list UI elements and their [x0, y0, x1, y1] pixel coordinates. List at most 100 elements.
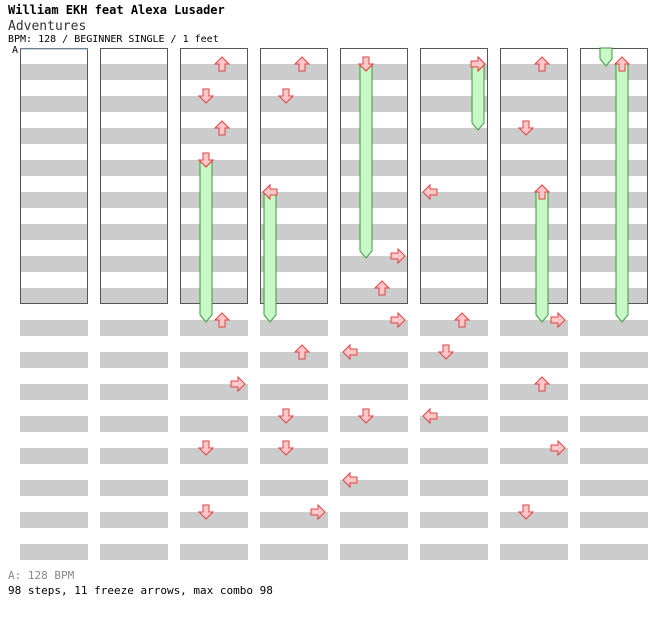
beat-band	[340, 192, 408, 208]
beat-band	[100, 464, 168, 480]
beat-band	[20, 448, 88, 464]
beat-band	[420, 304, 488, 320]
beat-band	[580, 416, 648, 432]
beat-band	[580, 352, 648, 368]
beat-band	[20, 48, 88, 64]
beat-band	[100, 432, 168, 448]
chart-columns	[20, 48, 648, 560]
down-arrow	[277, 88, 295, 104]
beat-band	[20, 336, 88, 352]
beat-band	[500, 224, 568, 240]
left-arrow	[262, 183, 278, 201]
beat-band	[340, 96, 408, 112]
beat-band	[340, 176, 408, 192]
beat-band	[180, 432, 248, 448]
beat-band	[500, 320, 568, 336]
beat-band	[20, 320, 88, 336]
chart-column	[420, 48, 488, 560]
beat-band	[260, 304, 328, 320]
beat-band	[340, 64, 408, 80]
beat-band	[340, 288, 408, 304]
beat-band	[180, 48, 248, 64]
beat-band	[340, 448, 408, 464]
beat-band	[180, 400, 248, 416]
beat-band	[100, 304, 168, 320]
beat-band	[180, 320, 248, 336]
beat-band	[100, 64, 168, 80]
song-title: Adventures	[8, 19, 87, 34]
beat-band	[100, 144, 168, 160]
beat-band	[260, 416, 328, 432]
beat-band	[500, 80, 568, 96]
beat-band	[500, 144, 568, 160]
freeze-arrow	[199, 159, 213, 323]
beat-band	[260, 64, 328, 80]
chart-column	[500, 48, 568, 560]
beat-band	[420, 496, 488, 512]
beat-band	[580, 384, 648, 400]
beat-band	[500, 480, 568, 496]
beat-band	[340, 400, 408, 416]
beat-band	[580, 320, 648, 336]
beat-band	[100, 256, 168, 272]
beat-band	[340, 272, 408, 288]
beat-band	[20, 400, 88, 416]
beat-band	[20, 80, 88, 96]
beat-band	[20, 144, 88, 160]
beat-band	[260, 368, 328, 384]
up-arrow	[533, 56, 551, 72]
beat-band	[260, 96, 328, 112]
beat-band	[100, 128, 168, 144]
beat-band	[500, 96, 568, 112]
column-border	[500, 48, 568, 304]
beat-band	[100, 352, 168, 368]
beat-band	[500, 128, 568, 144]
beat-band	[20, 96, 88, 112]
beat-band	[260, 288, 328, 304]
up-arrow	[293, 56, 311, 72]
beat-band	[420, 288, 488, 304]
beat-band	[500, 512, 568, 528]
beat-band	[580, 480, 648, 496]
beat-band	[20, 352, 88, 368]
beat-band	[500, 160, 568, 176]
beat-band	[420, 368, 488, 384]
beat-band	[500, 112, 568, 128]
column-border	[420, 48, 488, 304]
beat-band	[420, 352, 488, 368]
beat-band	[500, 544, 568, 560]
beat-band	[20, 272, 88, 288]
down-arrow	[357, 56, 375, 72]
beat-band	[340, 128, 408, 144]
beat-band	[580, 192, 648, 208]
beat-band	[500, 336, 568, 352]
beat-band	[420, 464, 488, 480]
beat-band	[580, 272, 648, 288]
beat-band	[500, 176, 568, 192]
beat-band	[260, 80, 328, 96]
beat-band	[100, 160, 168, 176]
beat-band	[180, 528, 248, 544]
beat-band	[420, 320, 488, 336]
beat-band	[500, 256, 568, 272]
beat-band	[580, 96, 648, 112]
beat-band	[260, 128, 328, 144]
beat-band	[340, 384, 408, 400]
beat-band	[340, 208, 408, 224]
beat-band	[260, 176, 328, 192]
beat-band	[340, 368, 408, 384]
beat-band	[580, 256, 648, 272]
beat-band	[100, 480, 168, 496]
beat-band	[340, 224, 408, 240]
beat-band	[20, 528, 88, 544]
freeze-arrow	[263, 191, 277, 323]
beat-band	[420, 240, 488, 256]
left-arrow	[422, 407, 438, 425]
beat-band	[500, 432, 568, 448]
chart-column	[20, 48, 88, 560]
beat-band	[100, 448, 168, 464]
left-arrow	[422, 183, 438, 201]
step-arrows	[197, 55, 631, 521]
beat-band	[100, 336, 168, 352]
beat-band	[180, 496, 248, 512]
